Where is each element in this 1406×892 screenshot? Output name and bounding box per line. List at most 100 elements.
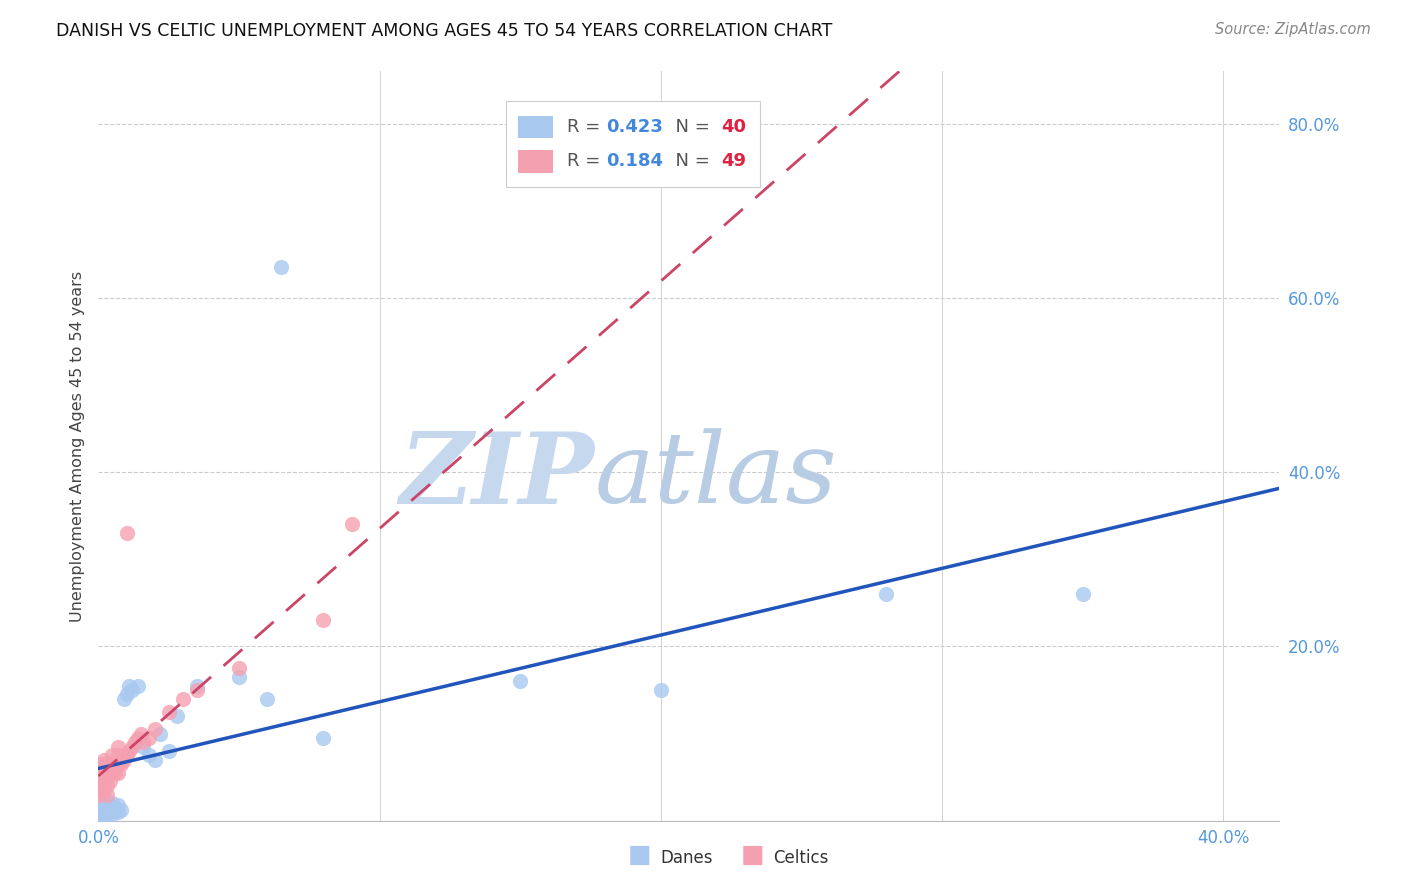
Point: [91, 806, 114, 821]
Point: [93, 774, 115, 789]
Text: atlas: atlas: [595, 428, 837, 524]
Point: [115, 526, 138, 541]
Point: [107, 797, 129, 812]
Text: Celtics: Celtics: [773, 849, 828, 867]
Point: [132, 739, 155, 754]
Point: [107, 757, 129, 772]
Point: [124, 735, 146, 749]
Point: [110, 757, 132, 772]
Point: [121, 739, 143, 754]
Point: [143, 753, 166, 767]
Point: [1071, 587, 1094, 601]
Point: [118, 679, 141, 693]
Text: Source: ZipAtlas.com: Source: ZipAtlas.com: [1215, 22, 1371, 37]
Point: [107, 765, 129, 780]
Text: N =: N =: [664, 118, 716, 136]
Point: [93, 783, 115, 797]
Point: [93, 792, 115, 806]
Point: [107, 739, 129, 754]
Point: [101, 748, 124, 763]
Point: [228, 661, 250, 675]
Point: [89, 806, 111, 821]
Point: [115, 748, 138, 763]
Point: [166, 709, 188, 723]
Text: 0.423: 0.423: [606, 118, 664, 136]
Point: [101, 803, 124, 817]
Point: [101, 806, 124, 821]
Point: [138, 748, 160, 763]
Point: [93, 797, 115, 812]
Point: [149, 726, 172, 740]
Point: [90, 774, 112, 789]
Point: [90, 765, 112, 780]
Point: [157, 744, 180, 758]
Point: [143, 722, 166, 736]
Point: [650, 682, 672, 697]
Point: [312, 731, 335, 745]
Point: [340, 517, 363, 532]
Text: DANISH VS CELTIC UNEMPLOYMENT AMONG AGES 45 TO 54 YEARS CORRELATION CHART: DANISH VS CELTIC UNEMPLOYMENT AMONG AGES…: [56, 22, 832, 40]
Point: [186, 679, 208, 693]
Point: [101, 765, 124, 780]
Point: [93, 809, 115, 823]
Point: [104, 757, 127, 772]
Point: [96, 806, 118, 821]
Text: 49: 49: [721, 153, 745, 170]
Text: R =: R =: [567, 153, 606, 170]
Point: [129, 726, 152, 740]
FancyBboxPatch shape: [506, 102, 759, 187]
Point: [186, 682, 208, 697]
Point: [93, 753, 115, 767]
Point: [89, 783, 111, 797]
Point: [98, 805, 121, 819]
Point: [101, 757, 124, 772]
Point: [115, 687, 138, 701]
Point: [96, 779, 118, 793]
Point: [96, 795, 118, 809]
Point: [112, 753, 135, 767]
Point: [90, 800, 112, 814]
Point: [96, 770, 118, 784]
Point: [157, 705, 180, 719]
Point: [256, 691, 278, 706]
Point: [127, 731, 149, 745]
Point: [96, 757, 118, 772]
Point: [96, 788, 118, 802]
Point: [132, 735, 155, 749]
Text: 0.184: 0.184: [606, 153, 664, 170]
Point: [312, 613, 335, 627]
Point: [138, 731, 160, 745]
Point: [172, 691, 194, 706]
Point: [98, 765, 121, 780]
Text: N =: N =: [664, 153, 716, 170]
Text: ■: ■: [741, 843, 763, 867]
Point: [91, 779, 114, 793]
Point: [875, 587, 897, 601]
Point: [107, 748, 129, 763]
FancyBboxPatch shape: [517, 116, 553, 138]
Point: [127, 679, 149, 693]
Point: [90, 770, 112, 784]
Y-axis label: Unemployment Among Ages 45 to 54 years: Unemployment Among Ages 45 to 54 years: [69, 270, 84, 622]
Point: [90, 805, 112, 819]
Point: [270, 260, 292, 275]
Text: ZIP: ZIP: [399, 428, 595, 524]
Point: [509, 674, 531, 689]
Point: [112, 691, 135, 706]
Point: [89, 779, 111, 793]
Point: [101, 796, 124, 810]
Point: [104, 765, 127, 780]
Point: [98, 757, 121, 772]
Text: R =: R =: [567, 118, 606, 136]
Point: [93, 761, 115, 775]
Point: [90, 757, 112, 772]
Point: [110, 803, 132, 817]
Point: [90, 761, 112, 775]
Text: ■: ■: [628, 843, 651, 867]
Point: [93, 770, 115, 784]
Point: [104, 800, 127, 814]
Text: 40: 40: [721, 118, 745, 136]
Point: [89, 788, 111, 802]
Text: Danes: Danes: [661, 849, 713, 867]
Point: [93, 803, 115, 817]
